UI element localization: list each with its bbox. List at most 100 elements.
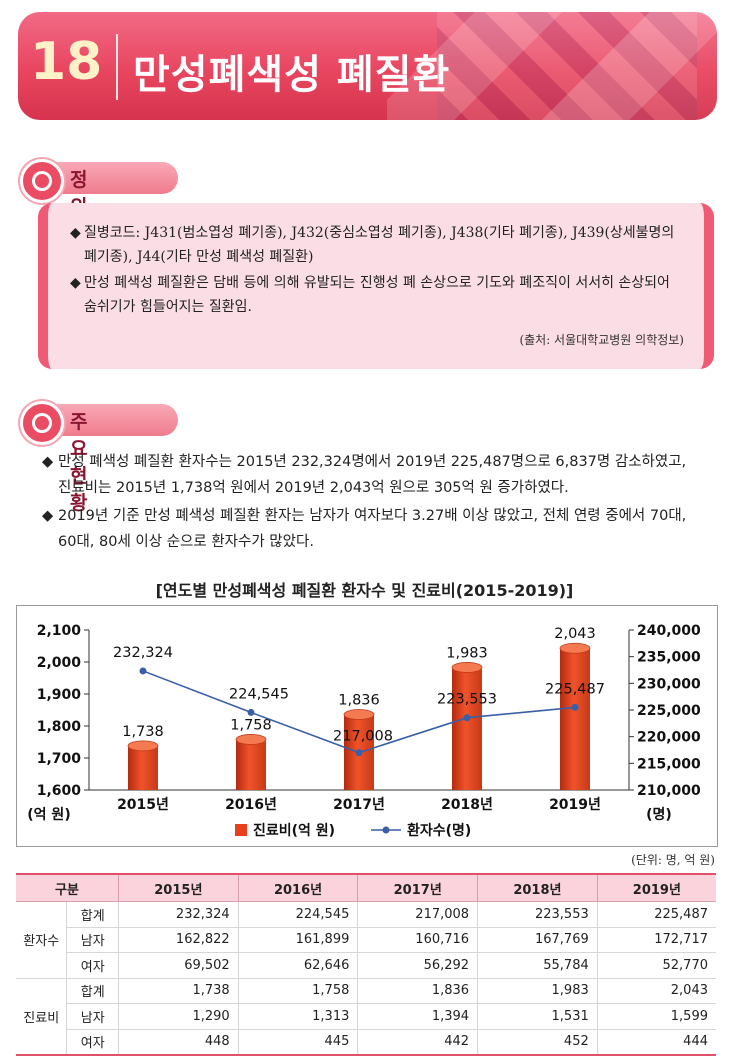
right-tick-label: 215,000 <box>637 756 701 772</box>
table-cell: 448 <box>118 1029 239 1056</box>
table-header-row: 구분 2015년 2016년 2017년 2018년 2019년 <box>16 873 716 902</box>
table-cell: 1,290 <box>118 1003 239 1030</box>
x-tick-label: 2018년 <box>441 797 493 813</box>
banner-pattern <box>437 12 697 120</box>
definition-bullet-1: ◆ 질병코드: J431(범소엽성 폐기종), J432(중심소엽성 폐기종), … <box>70 221 680 269</box>
legend-line-marker <box>382 826 390 834</box>
bar-data-label: 1,836 <box>338 692 380 708</box>
table-cell: 1,836 <box>357 978 478 1004</box>
table-row-label: 남자 <box>66 1003 119 1030</box>
left-tick-label: 1,700 <box>37 751 82 767</box>
right-tick-label: 220,000 <box>637 730 701 746</box>
table-row: 남자 162,822 161,899 160,716 167,769 172,717 <box>16 927 716 953</box>
table-cell: 1,531 <box>477 1003 598 1030</box>
diamond-bullet-icon: ◆ <box>70 275 81 291</box>
chart-frame: 1,600 1,700 1,800 1,900 2,000 2,100 210,000 215… <box>16 605 718 847</box>
line-data-label: 217,008 <box>333 729 393 745</box>
table-header: 2015년 <box>118 873 239 902</box>
bar-top <box>235 734 267 745</box>
table-row-label: 합계 <box>66 978 119 1004</box>
table-cell: 1,313 <box>237 1003 358 1030</box>
bar-data-label: 1,758 <box>230 717 272 733</box>
definition-source: (출처: 서울대학교병원 의학정보) <box>519 333 684 347</box>
status-bullet-2: ◆ 2019년 기준 만성 폐색성 폐질환 환자는 남자가 여자보다 3.27배 … <box>42 503 718 555</box>
table-unit: (단위: 명, 억 원) <box>631 853 715 867</box>
left-tick-label: 2,100 <box>37 623 82 639</box>
x-tick-label: 2019년 <box>549 797 601 813</box>
definition-bullet-2: ◆ 만성 폐색성 폐질환은 담배 등에 의해 유발되는 진행성 폐 손상으로 기도… <box>70 271 680 319</box>
table-row-label: 여자 <box>66 952 119 979</box>
bar-data-label: 1,983 <box>446 645 488 661</box>
line-point <box>139 667 147 675</box>
table-header: 구분 <box>16 873 119 902</box>
line-point <box>355 749 363 757</box>
table-header: 2019년 <box>596 873 716 902</box>
heart-icon <box>20 159 64 203</box>
table-header: 2017년 <box>357 873 478 902</box>
left-tick-label: 1,900 <box>37 687 82 703</box>
banner-pattern-overlay <box>387 12 717 120</box>
table-header: 2018년 <box>477 873 598 902</box>
right-tick-label: 225,000 <box>637 703 701 719</box>
banner-divider <box>116 34 118 100</box>
x-tick-label: 2016년 <box>225 797 277 813</box>
bar <box>128 745 158 790</box>
table-row-label: 여자 <box>66 1029 119 1056</box>
table-cell: 69,502 <box>118 952 239 979</box>
chart-title: [연도별 만성폐색성 폐질환 환자수 및 진료비(2015-2019)] <box>155 581 574 600</box>
table-cell: 217,008 <box>357 901 478 928</box>
status-heading-label: 주요현황 <box>70 411 88 514</box>
line-point <box>571 703 579 711</box>
x-tick-label: 2017년 <box>333 797 385 813</box>
table-cell: 1,394 <box>357 1003 478 1030</box>
legend-bar-label: 진료비(억 원) <box>253 822 335 839</box>
right-axis-unit: (명) <box>646 806 672 823</box>
bar-top <box>451 662 483 673</box>
heart-icon <box>20 401 64 445</box>
table-cell: 225,487 <box>596 901 716 928</box>
x-tick-label: 2015년 <box>117 797 169 813</box>
table-cell: 62,646 <box>237 952 358 979</box>
legend-bar-swatch <box>235 824 247 836</box>
right-tick-label: 210,000 <box>637 783 701 799</box>
header-banner: 18 만성폐색성 폐질환 <box>18 12 717 120</box>
combo-chart: 1,600 1,700 1,800 1,900 2,000 2,100 210,000 215… <box>27 623 701 839</box>
table-cell: 56,292 <box>357 952 478 979</box>
table-cell: 224,545 <box>237 901 358 928</box>
table-cell: 160,716 <box>357 927 478 953</box>
table-cell: 2,043 <box>596 978 716 1004</box>
bar-data-label: 2,043 <box>554 626 596 642</box>
table-cell: 232,324 <box>118 901 239 928</box>
left-tick-label: 2,000 <box>37 655 82 671</box>
table-cell: 445 <box>237 1029 358 1056</box>
definition-box: ◆ 질병코드: J431(범소엽성 폐기종), J432(중심소엽성 폐기종), … <box>38 203 714 369</box>
table-row: 진료비 합계 1,738 1,758 1,836 1,983 2,043 <box>16 978 716 1056</box>
table-cell: 442 <box>357 1029 478 1056</box>
legend-line-label: 환자수(명) <box>407 822 471 839</box>
table-cell: 161,899 <box>237 927 358 953</box>
bar <box>236 739 266 790</box>
line-data-label: 232,324 <box>113 645 173 661</box>
table-cell: 1,599 <box>596 1003 716 1030</box>
table-cell: 172,717 <box>596 927 716 953</box>
bar-data-label: 1,738 <box>122 724 164 740</box>
bar-top <box>343 709 375 720</box>
table-group-label: 환자수 <box>16 901 67 979</box>
right-tick-label: 235,000 <box>637 650 701 666</box>
table-cell: 162,822 <box>118 927 239 953</box>
table-cell: 167,769 <box>477 927 598 953</box>
data-table: 구분 2015년 2016년 2017년 2018년 2019년 환자수 합계 23… <box>16 873 716 1056</box>
page-title: 만성폐색성 폐질환 <box>133 52 451 98</box>
chapter-number: 18 <box>30 32 103 92</box>
line-point <box>463 714 471 722</box>
table-cell: 444 <box>596 1029 716 1056</box>
table-row: 남자 1,290 1,313 1,394 1,531 1,599 <box>16 1003 716 1030</box>
table-row-label: 합계 <box>66 901 119 928</box>
line-data-label: 225,487 <box>545 681 605 697</box>
left-tick-label: 1,800 <box>37 719 82 735</box>
diamond-bullet-icon: ◆ <box>42 508 54 524</box>
table-row: 여자 448 445 442 452 444 <box>16 1029 716 1056</box>
table-cell: 52,770 <box>596 952 716 979</box>
table-row: 환자수 합계 232,324 224,545 217,008 223,553 225,487 <box>16 901 716 979</box>
table-group-label: 진료비 <box>16 978 67 1056</box>
